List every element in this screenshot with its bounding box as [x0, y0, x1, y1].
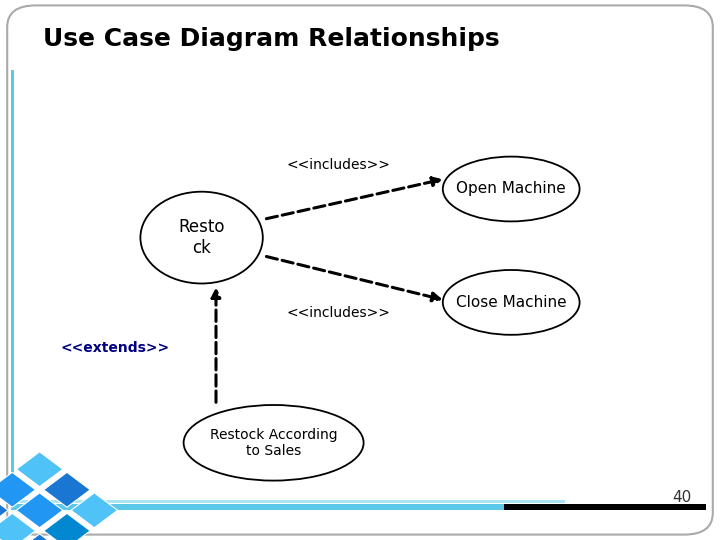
Polygon shape — [17, 534, 63, 540]
FancyBboxPatch shape — [11, 500, 565, 503]
Text: 40: 40 — [672, 490, 691, 505]
Ellipse shape — [443, 157, 580, 221]
Text: <<includes>>: <<includes>> — [287, 158, 390, 172]
Text: Open Machine: Open Machine — [456, 181, 566, 197]
Polygon shape — [44, 514, 90, 540]
Text: <<extends>>: <<extends>> — [60, 341, 170, 355]
Polygon shape — [0, 493, 8, 528]
FancyBboxPatch shape — [7, 5, 713, 535]
Polygon shape — [71, 493, 117, 528]
FancyBboxPatch shape — [11, 504, 565, 510]
Ellipse shape — [140, 192, 263, 284]
Text: Use Case Diagram Relationships: Use Case Diagram Relationships — [43, 27, 500, 51]
Ellipse shape — [184, 405, 364, 481]
Text: <<includes>>: <<includes>> — [287, 306, 390, 320]
Text: Resto
ck: Resto ck — [179, 218, 225, 257]
Text: Close Machine: Close Machine — [456, 295, 567, 310]
Ellipse shape — [443, 270, 580, 335]
Polygon shape — [17, 493, 63, 528]
Polygon shape — [44, 472, 90, 507]
Polygon shape — [0, 514, 35, 540]
Polygon shape — [17, 452, 63, 487]
Polygon shape — [0, 472, 35, 507]
FancyBboxPatch shape — [504, 504, 706, 510]
Text: Restock According
to Sales: Restock According to Sales — [210, 428, 338, 458]
FancyBboxPatch shape — [11, 70, 14, 502]
